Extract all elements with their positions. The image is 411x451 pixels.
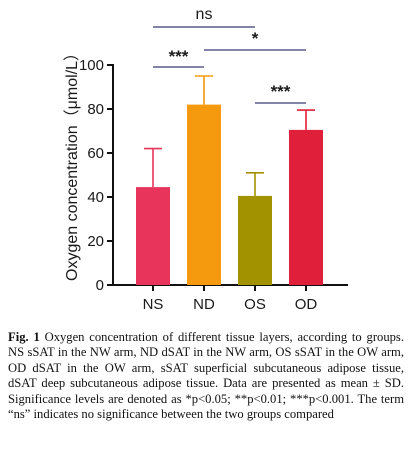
x-tick-label-os: OS — [244, 296, 266, 313]
sig-ns-os-label: ns — [196, 6, 213, 23]
bar-os — [238, 195, 272, 285]
y-tick-label: 80 — [87, 101, 104, 118]
x-tick-label-od: OD — [295, 296, 318, 313]
y-tick-label: 40 — [87, 189, 104, 206]
y-tick-label: 20 — [87, 233, 104, 250]
significance-brackets: ns******* — [153, 6, 306, 104]
sig-nd-od-label: * — [252, 29, 259, 48]
bar-ns — [136, 187, 170, 285]
x-tick-label-nd: ND — [193, 296, 215, 313]
figure-label: Fig. 1 — [8, 330, 40, 344]
y-tick-label: 0 — [96, 277, 104, 294]
caption-text: Oxygen concentration of different tissue… — [8, 330, 404, 422]
y-tick-label: 60 — [87, 145, 104, 162]
bars — [136, 75, 323, 285]
y-tick-label: 100 — [79, 57, 104, 74]
x-tick-label-ns: NS — [143, 296, 164, 313]
figure-caption: Fig. 1 Oxygen concentration of different… — [8, 330, 404, 422]
sig-os-od-label: *** — [271, 82, 291, 101]
sig-ns-nd-label: *** — [169, 47, 189, 66]
bar-od — [289, 129, 323, 285]
bar-nd — [187, 104, 221, 285]
y-axis-label: Oxygen concentration（μmol/L） — [63, 45, 81, 281]
axes: 0 20 40 60 80 100 NS ND OS OD — [79, 57, 348, 313]
